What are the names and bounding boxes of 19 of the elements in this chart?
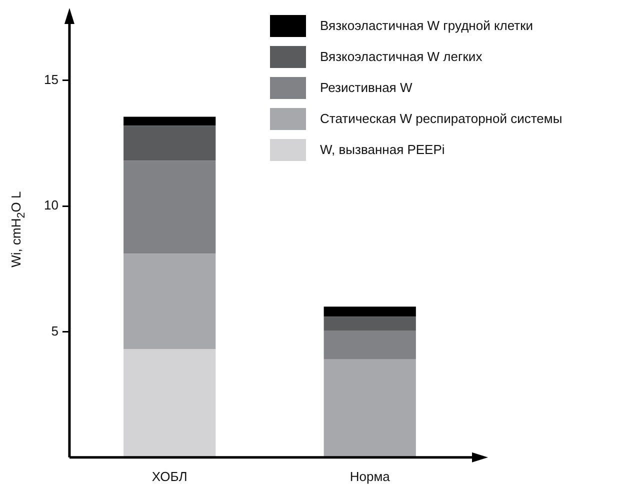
bar	[124, 160, 216, 254]
bar	[324, 330, 416, 360]
legend-label: Вязкоэластичная W грудной клетки	[320, 18, 534, 33]
y-tick-label: 5	[51, 323, 58, 338]
y-tick-label: 10	[44, 198, 58, 213]
legend-label: W, вызванная PEEPi	[320, 142, 445, 157]
legend-label: Вязкоэластичная W легких	[320, 49, 482, 64]
x-tick-label: Норма	[350, 468, 391, 484]
x-tick-label: ХОБЛ	[152, 468, 188, 484]
bar	[324, 359, 416, 458]
legend-label: Резистивная W	[320, 80, 412, 95]
bar	[124, 254, 216, 350]
bar	[124, 349, 216, 458]
bar	[124, 116, 216, 126]
legend-label: Статическая W респираторной системы	[320, 111, 562, 126]
y-tick-label: 15	[44, 72, 58, 87]
bar	[124, 126, 216, 161]
bar	[324, 316, 416, 330]
bar	[324, 306, 416, 317]
